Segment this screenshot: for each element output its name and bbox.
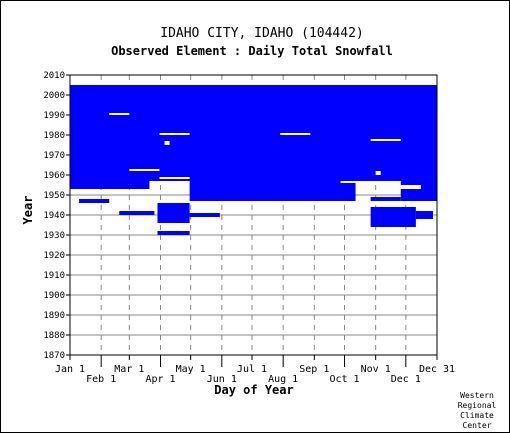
chart-subtitle: Observed Element : Daily Total Snowfall xyxy=(111,44,393,58)
y-tick-label-2010: 2010 xyxy=(43,71,65,81)
x-tick-label: Feb 1 xyxy=(86,374,116,385)
y-tick-label-1920: 1920 xyxy=(43,251,65,261)
x-tick-label: Nov 1 xyxy=(361,364,391,375)
snowfall-region-6 xyxy=(370,207,416,227)
y-axis-label: Year xyxy=(21,196,35,225)
credit-line: Center xyxy=(463,421,492,430)
snowfall-region-10 xyxy=(119,211,155,215)
y-tick-label-1930: 1930 xyxy=(43,231,65,241)
data-layer xyxy=(70,85,437,235)
snowfall-region-3 xyxy=(400,181,437,201)
no-data-gap-9 xyxy=(375,171,381,175)
credit-line: Regional xyxy=(458,401,497,410)
x-tick-label: May 1 xyxy=(176,364,206,375)
no-data-gap-3 xyxy=(129,169,160,171)
x-axis-label: Day of Year xyxy=(214,383,293,397)
x-tick-label: Sep 1 xyxy=(299,364,329,375)
y-tick-label-1870: 1870 xyxy=(43,351,65,361)
no-data-gap-5 xyxy=(340,181,371,183)
x-tick-label: Mar 1 xyxy=(114,364,144,375)
x-tick-label: Apr 1 xyxy=(145,374,175,385)
no-data-gap-0 xyxy=(159,133,190,135)
y-tick-label-1890: 1890 xyxy=(43,311,65,321)
x-tick-label: Jan 1 xyxy=(55,364,85,375)
credit-line: Climate xyxy=(460,411,494,420)
y-tick-label-1950: 1950 xyxy=(43,191,65,201)
snowfall-region-4 xyxy=(157,203,190,223)
snowfall-region-9 xyxy=(79,199,110,203)
snowfall-region-8 xyxy=(189,213,220,217)
y-tick-label-2000: 2000 xyxy=(43,91,65,101)
snowfall-region-11 xyxy=(370,197,401,201)
chart-title: IDAHO CITY, IDAHO (104442) xyxy=(160,26,364,41)
y-tick-label-1990: 1990 xyxy=(43,111,65,121)
x-tick-label: Aug 1 xyxy=(268,374,298,385)
snowfall-region-0 xyxy=(70,85,437,181)
x-tick-labels: Jan 1 Mar 1 May 1 Jul 1 Sep 1 Nov 1 Dec 31 Feb … xyxy=(55,355,455,385)
no-data-gap-1 xyxy=(280,133,311,135)
snowfall-region-2 xyxy=(70,181,150,189)
no-data-gap-7 xyxy=(109,113,130,115)
y-tick-label-1940: 1940 xyxy=(43,211,65,221)
y-tick-label-1900: 1900 xyxy=(43,291,65,301)
no-data-gap-6 xyxy=(390,185,421,189)
y-tick-label-1880: 1880 xyxy=(43,331,65,341)
y-tick-label-1960: 1960 xyxy=(43,171,65,181)
snowfall-region-5 xyxy=(157,231,190,235)
x-tick-label: Jun 1 xyxy=(207,374,237,385)
x-tick-label: Dec 31 xyxy=(419,364,455,375)
credit-line: Western xyxy=(460,391,494,400)
y-tick-label-1980: 1980 xyxy=(43,131,65,141)
x-tick-label: Oct 1 xyxy=(329,374,359,385)
y-tick-label-1910: 1910 xyxy=(43,271,65,281)
no-data-gap-2 xyxy=(370,139,401,141)
x-tick-label: Jul 1 xyxy=(237,364,267,375)
y-tick-labels: 2010 2000 1990 1980 1970 1960 1950 1940 1930 1920… xyxy=(43,71,70,361)
y-tick-label-1970: 1970 xyxy=(43,151,65,161)
snowfall-region-7 xyxy=(415,211,433,219)
no-data-gap-4 xyxy=(159,177,190,179)
no-data-gap-8 xyxy=(164,141,170,145)
snowfall-region-1 xyxy=(189,181,356,201)
x-tick-label: Dec 1 xyxy=(391,374,421,385)
